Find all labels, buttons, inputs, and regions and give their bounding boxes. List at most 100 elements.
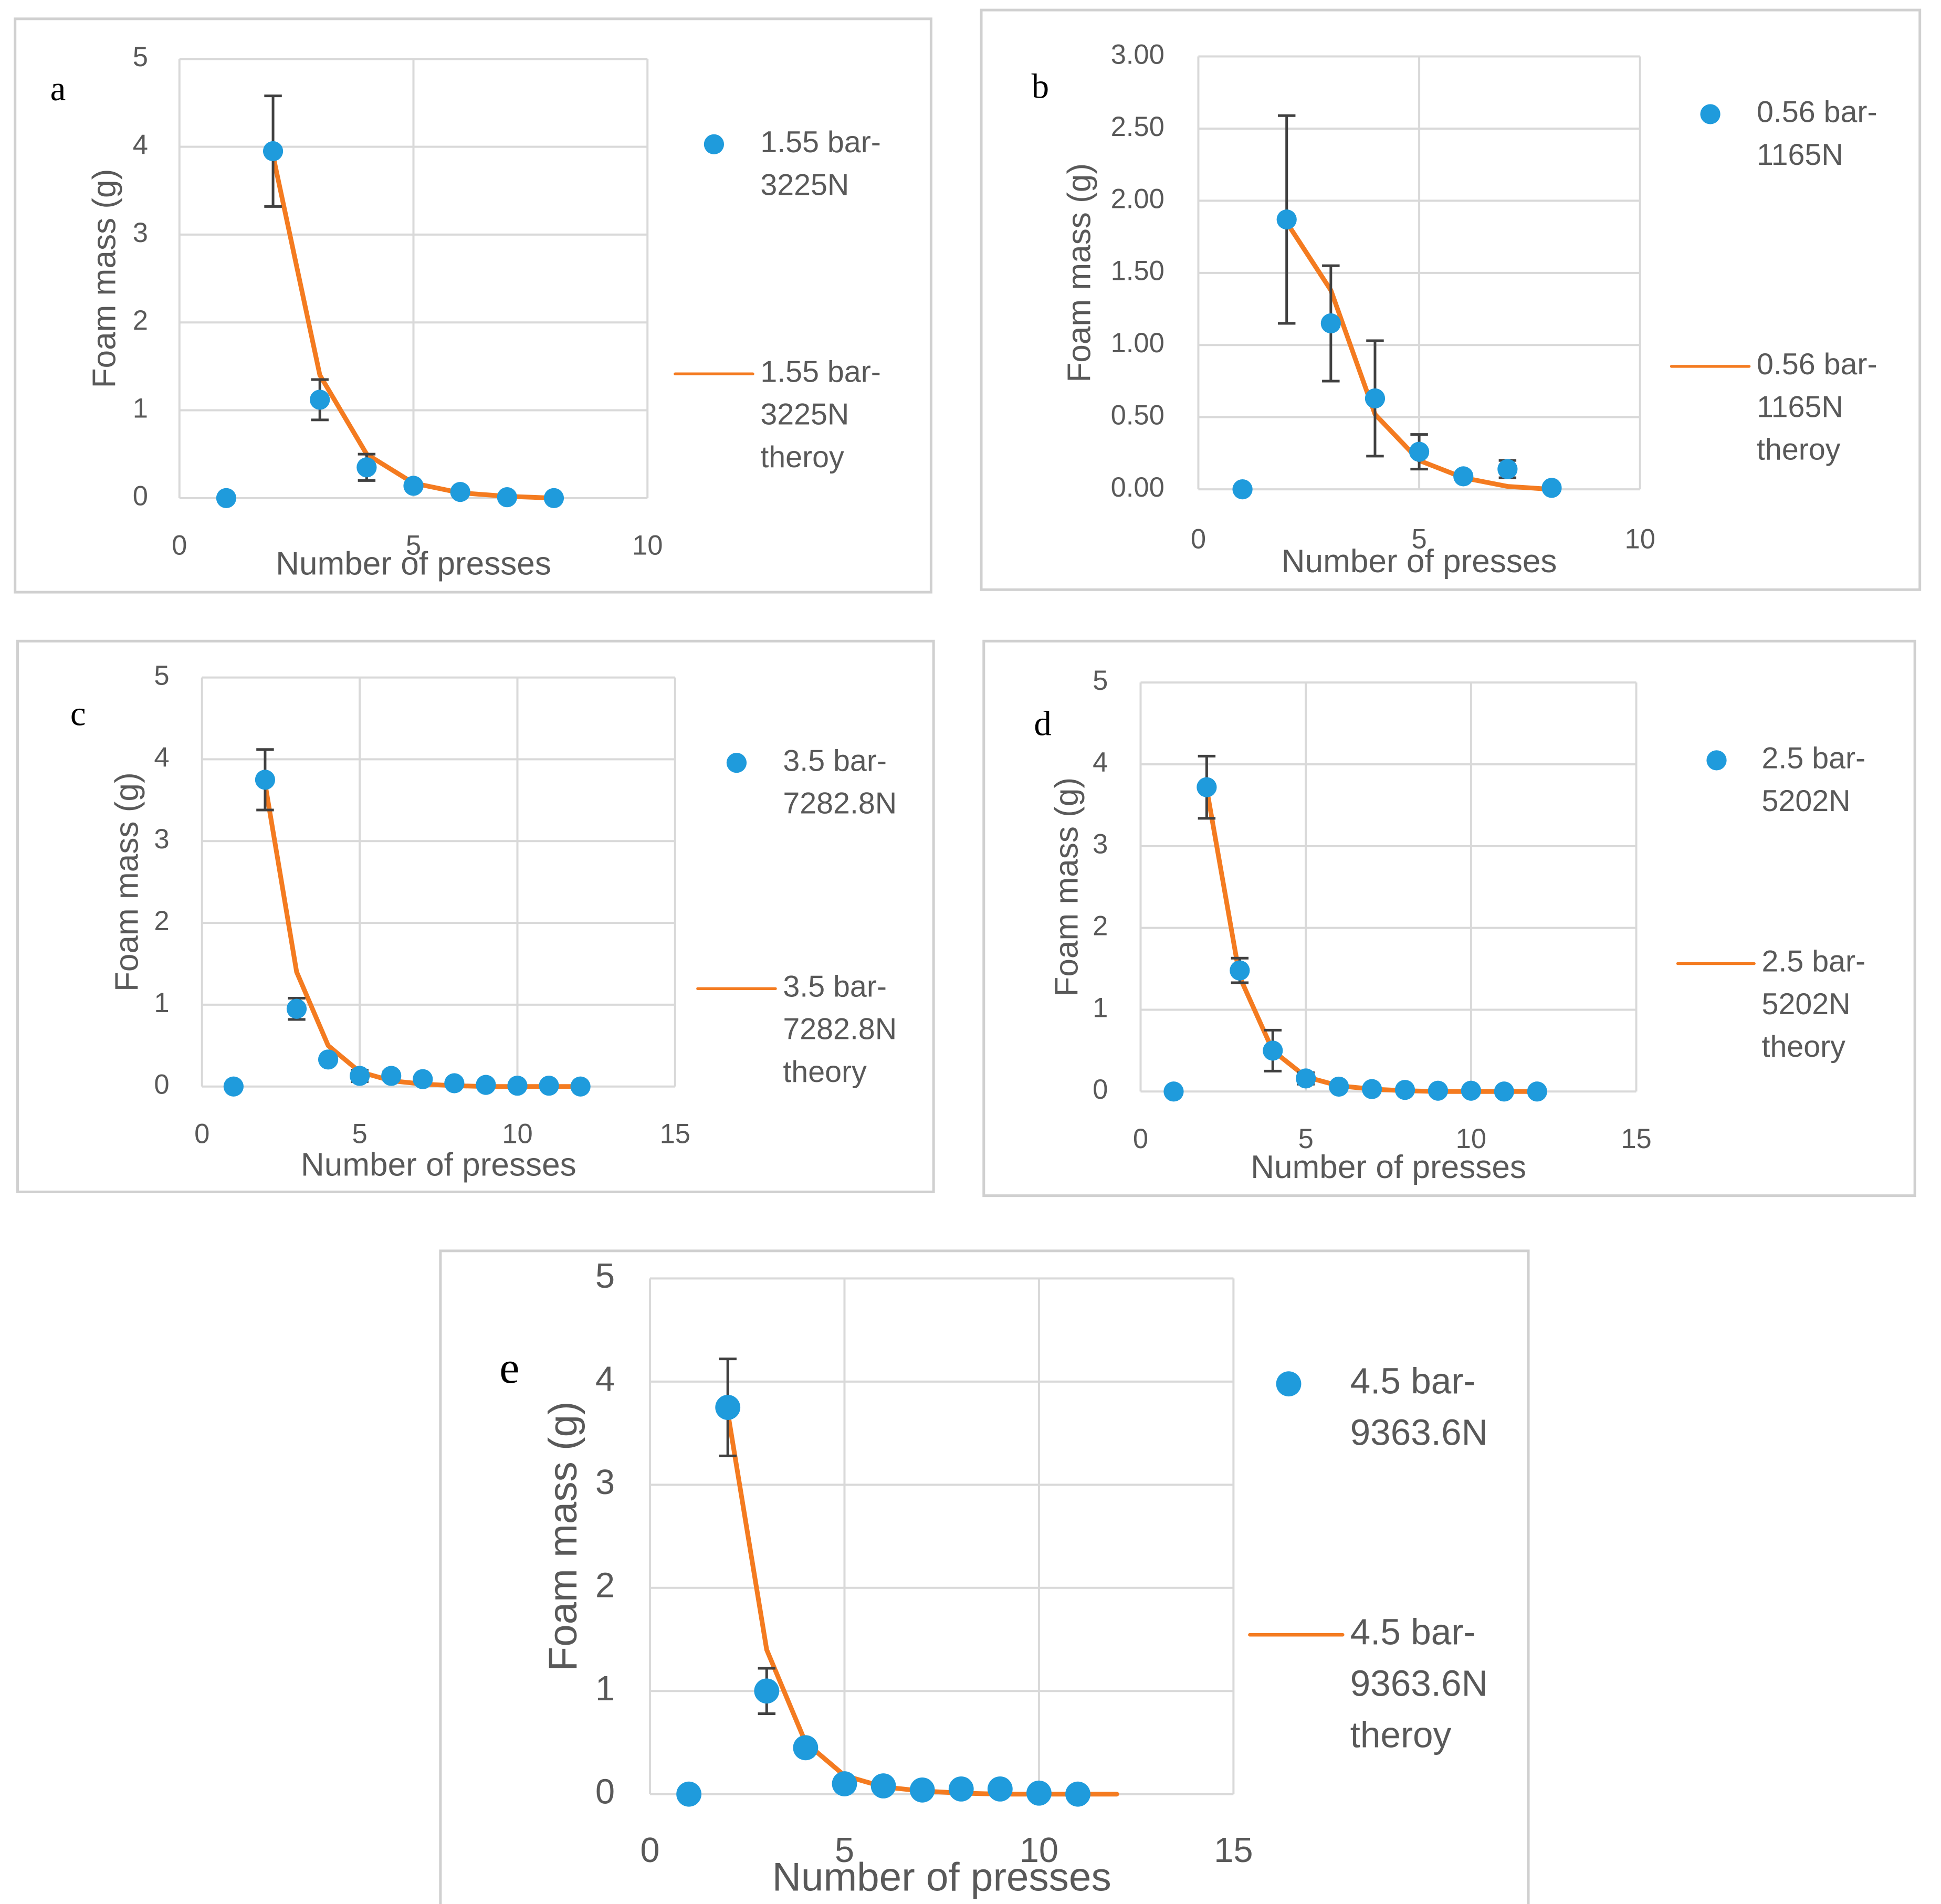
data-point: [1296, 1068, 1316, 1089]
y-axis-title: Foam mass (g): [109, 772, 145, 992]
y-tick-label: 0: [595, 1772, 615, 1811]
legend-line-label: 0.56 bar-: [1757, 348, 1877, 381]
y-tick-label: 3: [1093, 829, 1108, 860]
x-tick-label: 5: [352, 1118, 368, 1149]
data-point: [263, 141, 284, 162]
legend-line-label: 9363.6N: [1350, 1663, 1488, 1703]
panel-frame: [16, 639, 935, 1193]
panel-c: 0 1 2 3 4 5 0 5 10 15 Number of presses Foam mass (…: [16, 639, 935, 1193]
data-point: [870, 1773, 896, 1798]
y-axis-title: Foam mass (g): [87, 169, 123, 388]
data-point: [350, 1066, 370, 1086]
y-tick-label: 1.00: [1111, 328, 1164, 359]
data-point: [476, 1075, 496, 1095]
data-point: [450, 481, 470, 502]
data-point: [1320, 313, 1341, 334]
panel-d: 0 1 2 3 4 5 0 5 10 15 Number of presses Foam mass (…: [982, 639, 1916, 1197]
data-point: [1541, 478, 1562, 498]
y-tick-label: 1: [1093, 992, 1108, 1023]
panel-frame: [980, 8, 1922, 591]
x-tick-label: 10: [1456, 1123, 1486, 1154]
x-tick-label: 0: [1133, 1123, 1148, 1154]
x-axis-title: Number of presses: [301, 1146, 576, 1183]
y-tick-label: 3: [595, 1463, 615, 1502]
legend-marker-label: 5202N: [1762, 784, 1851, 818]
data-point: [1163, 1081, 1184, 1102]
panel-letter: d: [1034, 704, 1051, 743]
data-point: [507, 1076, 528, 1096]
data-point: [1026, 1780, 1052, 1806]
data-point: [1527, 1081, 1547, 1102]
legend-marker-label: 0.56 bar-: [1757, 96, 1877, 129]
x-axis-title: Number of presses: [772, 1855, 1111, 1900]
y-tick-label: 2: [1093, 911, 1108, 942]
y-tick-label: 1: [154, 987, 169, 1018]
legend-marker-symbol: [1276, 1371, 1302, 1397]
data-point: [216, 488, 237, 508]
data-point: [1276, 209, 1297, 230]
data-point: [310, 390, 330, 410]
data-point: [676, 1781, 702, 1807]
y-tick-label: 5: [595, 1256, 615, 1296]
panel-frame: [14, 17, 932, 594]
data-point: [1394, 1080, 1415, 1100]
data-point: [356, 457, 377, 478]
panel-letter: b: [1032, 67, 1049, 106]
x-axis-title: Number of presses: [1251, 1149, 1526, 1185]
x-tick-label: 0: [172, 530, 187, 561]
legend-line-label: 1165N: [1757, 390, 1843, 424]
data-point: [1428, 1080, 1449, 1101]
legend-marker-symbol: [1706, 750, 1727, 771]
y-tick-label: 1: [595, 1669, 615, 1708]
x-tick-label: 10: [1624, 523, 1655, 554]
y-tick-label: 4: [1093, 747, 1108, 778]
data-point: [223, 1076, 244, 1097]
legend-line-label: 4.5 bar-: [1350, 1611, 1476, 1652]
x-tick-label: 10: [632, 530, 663, 561]
x-tick-label: 0: [640, 1831, 659, 1870]
data-point: [1197, 777, 1217, 797]
y-tick-label: 2.50: [1111, 111, 1164, 142]
data-point: [444, 1073, 465, 1093]
data-point: [1497, 459, 1518, 479]
legend-marker-label: 7282.8N: [783, 787, 897, 820]
y-tick-label: 3: [133, 217, 148, 248]
data-point: [403, 476, 424, 496]
data-point: [715, 1395, 741, 1420]
data-point: [987, 1776, 1013, 1802]
legend-line-label: 1.55 bar-: [760, 355, 881, 388]
x-tick-label: 5: [406, 530, 421, 561]
panel-e: 0 1 2 3 4 5 0 5 10 15 Number of presses Foam mass (…: [439, 1249, 1530, 1904]
legend-marker-symbol: [704, 134, 725, 154]
x-tick-label: 0: [194, 1118, 209, 1149]
legend-marker-label: 1.55 bar-: [760, 125, 881, 159]
legend-line-label: 5202N: [1762, 987, 1851, 1021]
data-point: [1365, 388, 1386, 409]
y-axis-title: Foam mass (g): [1062, 163, 1098, 383]
x-tick-label: 0: [1191, 523, 1206, 554]
y-tick-label: 0: [1093, 1074, 1108, 1105]
y-tick-label: 2: [154, 906, 169, 937]
x-tick-label: 15: [1214, 1831, 1253, 1870]
data-point: [1263, 1040, 1283, 1061]
data-point: [1409, 441, 1430, 462]
y-tick-label: 0: [154, 1069, 169, 1100]
y-tick-label: 0: [133, 481, 148, 512]
legend-marker-label: 3225N: [760, 168, 849, 202]
data-point: [381, 1066, 402, 1086]
legend-line-label: 3225N: [760, 398, 849, 432]
data-point: [948, 1776, 974, 1802]
y-axis-title: Foam mass (g): [541, 1401, 585, 1671]
data-point: [286, 998, 307, 1019]
data-point: [1494, 1081, 1514, 1102]
y-tick-label: 3: [154, 824, 169, 855]
y-tick-label: 5: [133, 41, 148, 72]
y-tick-label: 2: [595, 1565, 615, 1605]
data-point: [1065, 1781, 1090, 1807]
y-tick-label: 1: [133, 393, 148, 424]
panel-letter: e: [499, 1342, 519, 1393]
data-point: [539, 1076, 559, 1096]
x-tick-label: 15: [660, 1118, 690, 1149]
y-tick-label: 4: [133, 130, 148, 161]
